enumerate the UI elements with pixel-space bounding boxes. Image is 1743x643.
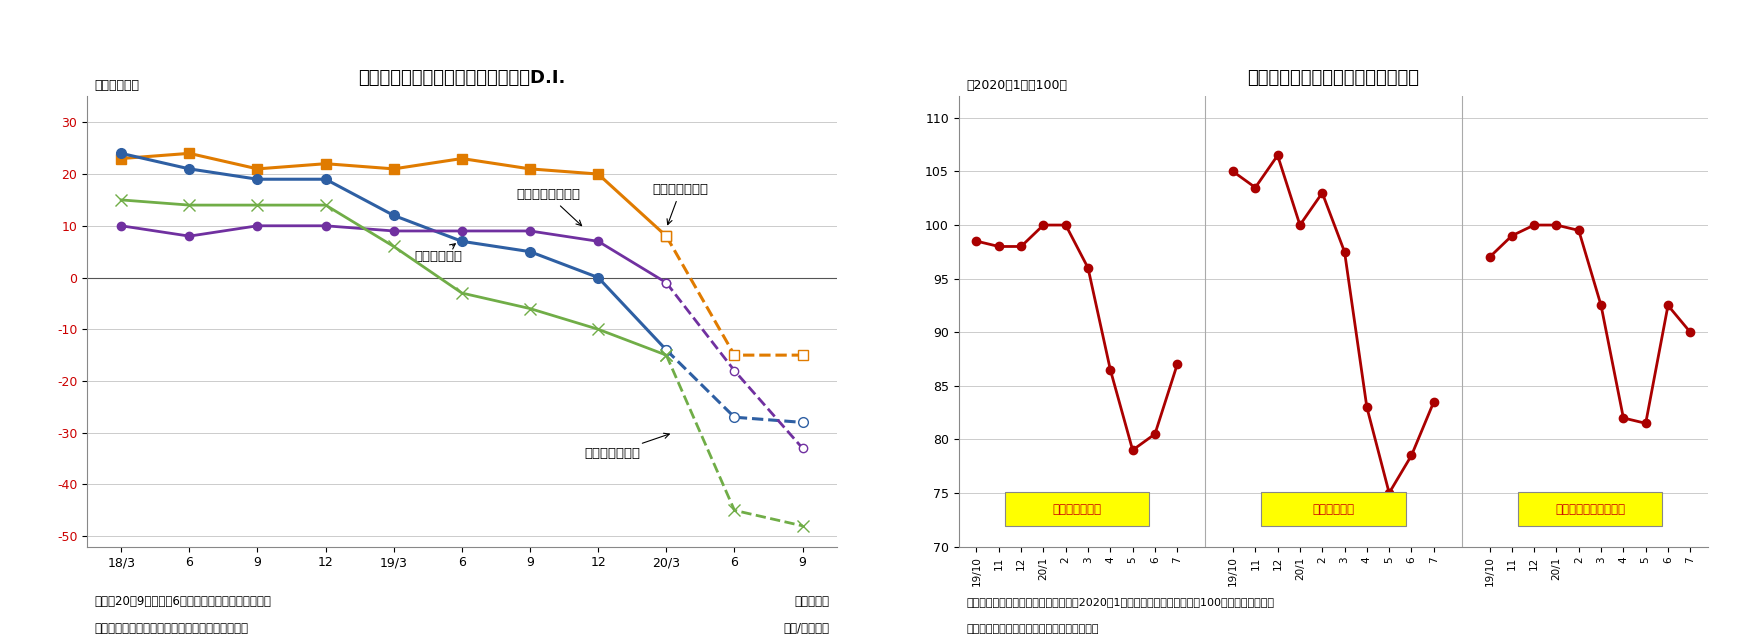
Text: （資料）経済産業省、財務省、内閣府、日銀: （資料）経済産業省、財務省、内閣府、日銀 <box>966 624 1098 634</box>
Text: （注）各指数（季節調整値）につき、2020年1月（コロナショック前）を100とする指数に換算: （注）各指数（季節調整値）につき、2020年1月（コロナショック前）を100とす… <box>966 597 1274 607</box>
Text: （ポイント）: （ポイント） <box>94 79 139 92</box>
Text: （年/月調査）: （年/月調査） <box>783 622 830 635</box>
Title: （図表３）生産・輸出・消費の動向: （図表３）生産・輸出・消費の動向 <box>1248 69 1419 87</box>
Text: （注）20年9月の値は6月調査における先行き見通し: （注）20年9月の値は6月調査における先行き見通し <box>94 595 272 608</box>
Title: （図表２）前回調査までの業況判断D.I.: （図表２）前回調査までの業況判断D.I. <box>359 69 565 87</box>
Text: 鉱工業生産指数: 鉱工業生産指数 <box>1053 503 1102 516</box>
Text: （先行き）: （先行き） <box>795 595 830 608</box>
Text: 輸出数量指数: 輸出数量指数 <box>1312 503 1354 516</box>
FancyBboxPatch shape <box>1262 492 1405 526</box>
Text: 大企業製造業: 大企業製造業 <box>415 244 462 264</box>
Text: （資料）日本銀行「全国企業短期経済観測調査」: （資料）日本銀行「全国企業短期経済観測調査」 <box>94 622 249 635</box>
Text: 中小企業製造業: 中小企業製造業 <box>584 433 669 460</box>
Text: 消費活動指数（実質）: 消費活動指数（実質） <box>1555 503 1624 516</box>
Text: （2020年1月＝100）: （2020年1月＝100） <box>966 79 1067 92</box>
FancyBboxPatch shape <box>1518 492 1663 526</box>
FancyBboxPatch shape <box>1004 492 1149 526</box>
Text: 中小企業非製造業: 中小企業非製造業 <box>516 188 582 226</box>
Text: 大企業非製造業: 大企業非製造業 <box>652 183 709 224</box>
